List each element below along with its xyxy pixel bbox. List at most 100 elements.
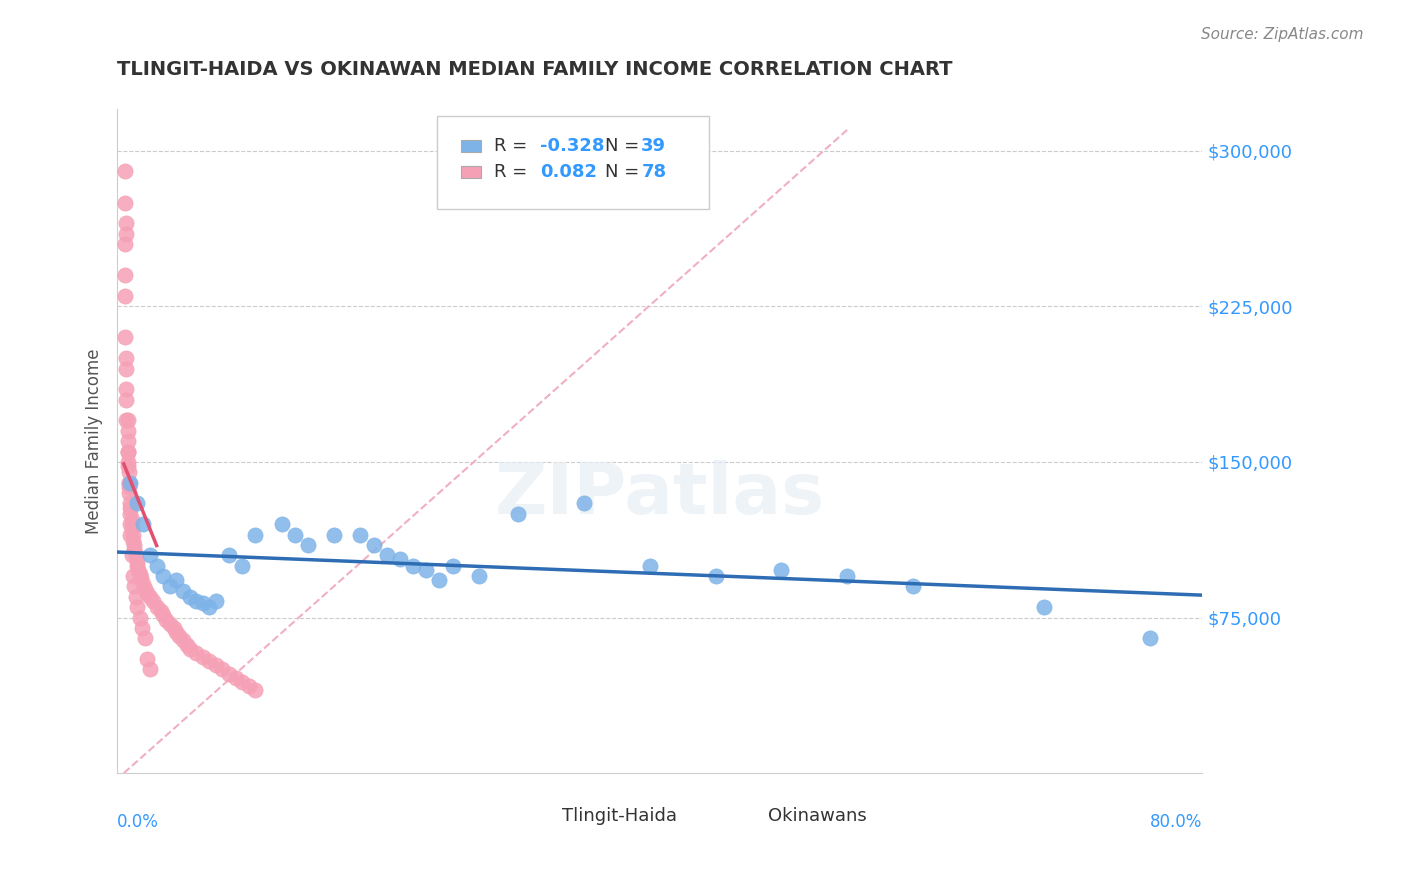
Text: TLINGIT-HAIDA VS OKINAWAN MEDIAN FAMILY INCOME CORRELATION CHART: TLINGIT-HAIDA VS OKINAWAN MEDIAN FAMILY … [117, 60, 953, 79]
FancyBboxPatch shape [437, 116, 709, 209]
Point [114, 237, 136, 252]
Text: Source: ZipAtlas.com: Source: ZipAtlas.com [1201, 27, 1364, 42]
Point [118, 465, 141, 479]
FancyBboxPatch shape [461, 140, 481, 152]
Point [122, 569, 145, 583]
Point [122, 527, 145, 541]
Point [117, 455, 139, 469]
Point [238, 679, 260, 693]
Text: 80.0%: 80.0% [1150, 813, 1202, 831]
Point [115, 227, 138, 241]
Point [128, 566, 150, 581]
Point [120, 517, 142, 532]
Point [270, 517, 292, 532]
Point [134, 632, 156, 646]
Point [429, 573, 451, 587]
Point [121, 521, 143, 535]
Point [115, 413, 138, 427]
FancyBboxPatch shape [725, 810, 751, 822]
Point [218, 549, 240, 563]
Point [115, 382, 138, 396]
Text: R =: R = [494, 136, 533, 154]
Point [120, 507, 142, 521]
Point [388, 552, 411, 566]
Point [284, 527, 307, 541]
FancyBboxPatch shape [461, 166, 481, 178]
Point [165, 573, 187, 587]
Point [125, 600, 148, 615]
Point [120, 500, 142, 515]
Y-axis label: Median Family Income: Median Family Income [86, 349, 103, 534]
Point [231, 674, 253, 689]
Point [114, 330, 136, 344]
Point [159, 616, 181, 631]
Point [179, 590, 201, 604]
Point [165, 625, 187, 640]
Point [176, 638, 198, 652]
Point [191, 596, 214, 610]
Point [152, 608, 174, 623]
Point [115, 392, 138, 407]
Point [134, 582, 156, 596]
Point [375, 549, 398, 563]
Point [441, 558, 464, 573]
Point [572, 496, 595, 510]
Point [118, 480, 141, 494]
Point [704, 569, 727, 583]
Point [402, 558, 425, 573]
Point [508, 507, 530, 521]
Point [114, 195, 136, 210]
Point [198, 654, 221, 668]
Text: R =: R = [494, 163, 533, 181]
Point [114, 289, 136, 303]
Point [124, 549, 146, 563]
FancyBboxPatch shape [519, 810, 544, 822]
Text: 78: 78 [641, 163, 666, 181]
Point [125, 555, 148, 569]
Point [837, 569, 859, 583]
Point [184, 646, 207, 660]
Point [115, 361, 138, 376]
Point [136, 585, 159, 599]
Point [1139, 632, 1161, 646]
Point [121, 549, 143, 563]
Point [136, 652, 159, 666]
Point [218, 666, 240, 681]
Text: 39: 39 [641, 136, 666, 154]
Point [297, 538, 319, 552]
Point [120, 496, 142, 510]
Point [245, 527, 267, 541]
Text: Okinawans: Okinawans [768, 807, 868, 825]
Point [129, 571, 152, 585]
Point [198, 600, 221, 615]
Point [155, 613, 177, 627]
Point [145, 600, 167, 615]
Point [121, 513, 143, 527]
Point [125, 496, 148, 510]
Point [163, 621, 186, 635]
Point [349, 527, 371, 541]
Point [127, 563, 149, 577]
Point [132, 517, 155, 532]
Point [191, 650, 214, 665]
Point [114, 268, 136, 282]
Point [125, 558, 148, 573]
Point [152, 569, 174, 583]
Text: N =: N = [606, 136, 645, 154]
Point [415, 563, 437, 577]
Point [128, 610, 150, 624]
Point [901, 579, 924, 593]
Point [205, 658, 228, 673]
Point [231, 558, 253, 573]
Point [122, 533, 145, 548]
Point [117, 424, 139, 438]
Text: Tlingit-Haida: Tlingit-Haida [562, 807, 678, 825]
Point [124, 538, 146, 552]
Point [139, 662, 162, 676]
Point [142, 594, 165, 608]
Point [159, 579, 181, 593]
Point [211, 662, 233, 676]
Point [132, 577, 155, 591]
Point [184, 594, 207, 608]
Point [167, 629, 190, 643]
